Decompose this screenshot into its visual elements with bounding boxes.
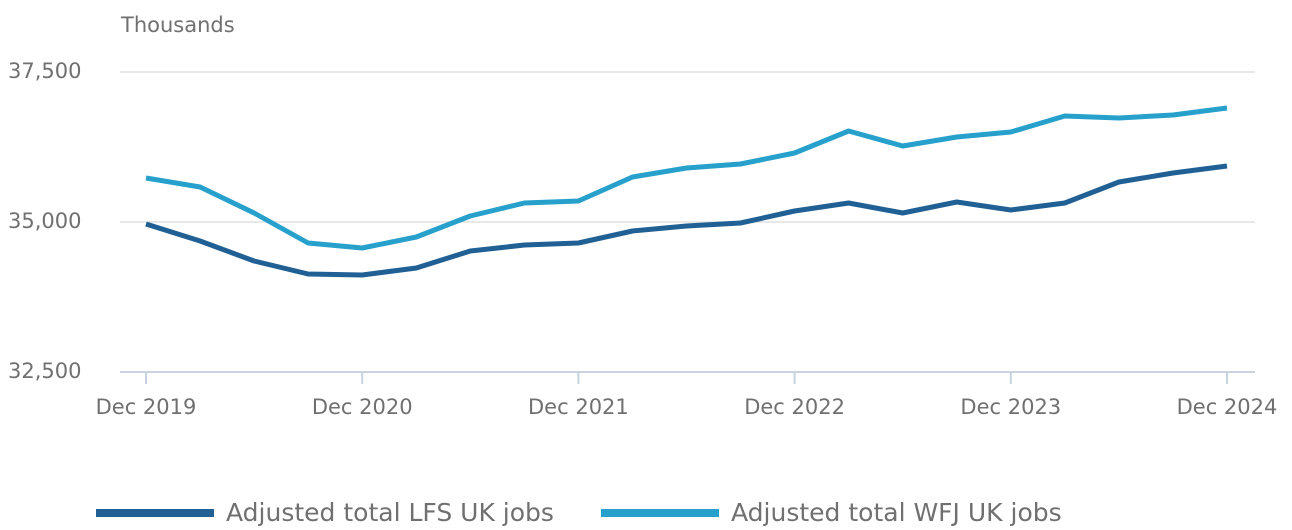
legend-label: Adjusted total WFJ UK jobs (731, 498, 1062, 527)
y-tick-label: 32,500 (8, 359, 81, 383)
y-axis-label: Thousands (120, 13, 235, 37)
y-tick-label: 37,500 (8, 59, 81, 83)
x-tick-label: Dec 2020 (312, 395, 413, 419)
legend-label: Adjusted total LFS UK jobs (226, 498, 554, 527)
x-tick-label: Dec 2023 (960, 395, 1061, 419)
x-tick-label: Dec 2022 (744, 395, 845, 419)
line-series (145, 105, 1228, 251)
legend: Adjusted total LFS UK jobs Adjusted total… (96, 498, 1062, 527)
x-tick-label: Dec 2021 (528, 395, 629, 419)
x-tick-label: Dec 2019 (96, 395, 197, 419)
y-tick-label: 35,000 (8, 209, 81, 233)
line-series (145, 163, 1228, 278)
x-tick-label: Dec 2024 (1177, 395, 1278, 419)
